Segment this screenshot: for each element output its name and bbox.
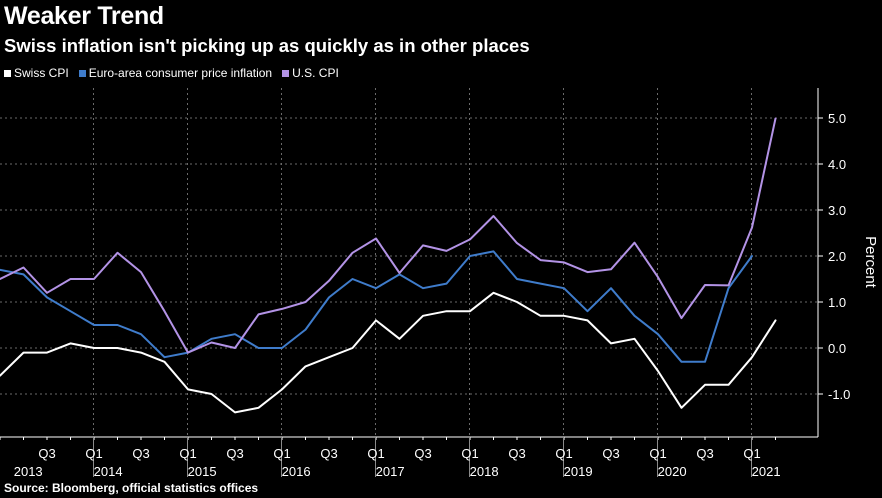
legend-label-swiss-cpi: Swiss CPI (14, 66, 69, 80)
x-tick-label-7: Q1 (367, 446, 384, 461)
x-tick-label-11: Q1 (555, 446, 572, 461)
legend-label-us-cpi: U.S. CPI (292, 66, 339, 80)
x-tick-label-2: Q3 (132, 446, 149, 461)
legend-item-swiss-cpi: Swiss CPI (4, 66, 69, 80)
year-label-4: 2017 (376, 464, 405, 479)
x-tick-label-14: Q3 (696, 446, 713, 461)
year-label-1: 2014 (94, 464, 123, 479)
x-tick-label-1: Q1 (85, 446, 102, 461)
x-tick-label-3: Q1 (179, 446, 196, 461)
source-note: Source: Bloomberg, official statistics o… (4, 481, 259, 495)
year-label-6: 2019 (564, 464, 593, 479)
y-tick-label-4: 3.0 (828, 203, 846, 218)
year-label-5: 2018 (470, 464, 499, 479)
y-tick-label-1: 0.0 (828, 341, 846, 356)
year-label-2: 2015 (188, 464, 217, 479)
y-tick-label-2: 1.0 (828, 295, 846, 310)
year-label-8: 2021 (752, 464, 781, 479)
legend-swatch-swiss-cpi (4, 69, 11, 77)
series-line-swiss-cpi (0, 291, 777, 414)
y-tick-label-5: 4.0 (828, 157, 846, 172)
x-tick-label-15: Q1 (743, 446, 760, 461)
legend-item-euro-area: Euro-area consumer price inflation (78, 66, 273, 80)
x-tick-label-12: Q3 (602, 446, 619, 461)
legend-swatch-euro-area (78, 69, 86, 77)
x-tick-label-5: Q1 (273, 446, 290, 461)
chart-subtitle: Swiss inflation isn't picking up as quic… (4, 35, 530, 56)
y-axis-label: Percent (862, 236, 879, 289)
legend-item-us-cpi: U.S. CPI (282, 66, 339, 80)
chart-title: Weaker Trend (4, 2, 164, 30)
year-label-3: 2016 (282, 464, 311, 479)
year-label-0: 2013 (14, 464, 43, 479)
x-tick-label-13: Q1 (649, 446, 666, 461)
y-tick-label-3: 2.0 (828, 249, 846, 264)
legend-swatch-us-cpi (282, 69, 290, 77)
legend: Swiss CPI Euro-area consumer price infla… (4, 66, 339, 80)
x-tick-label-0: Q3 (38, 446, 55, 461)
y-tick-label-6: 5.0 (828, 111, 846, 126)
x-tick-label-9: Q1 (461, 446, 478, 461)
series-line-euro-area-cpi (0, 250, 753, 363)
legend-label-euro-area: Euro-area consumer price inflation (88, 66, 273, 80)
y-tick-label-0: -1.0 (828, 387, 850, 402)
year-label-7: 2020 (658, 464, 687, 479)
x-tick-label-8: Q3 (414, 446, 431, 461)
x-tick-label-6: Q3 (320, 446, 337, 461)
x-tick-label-4: Q3 (226, 446, 243, 461)
x-tick-label-10: Q3 (508, 446, 525, 461)
series-line-us-cpi (0, 117, 777, 354)
